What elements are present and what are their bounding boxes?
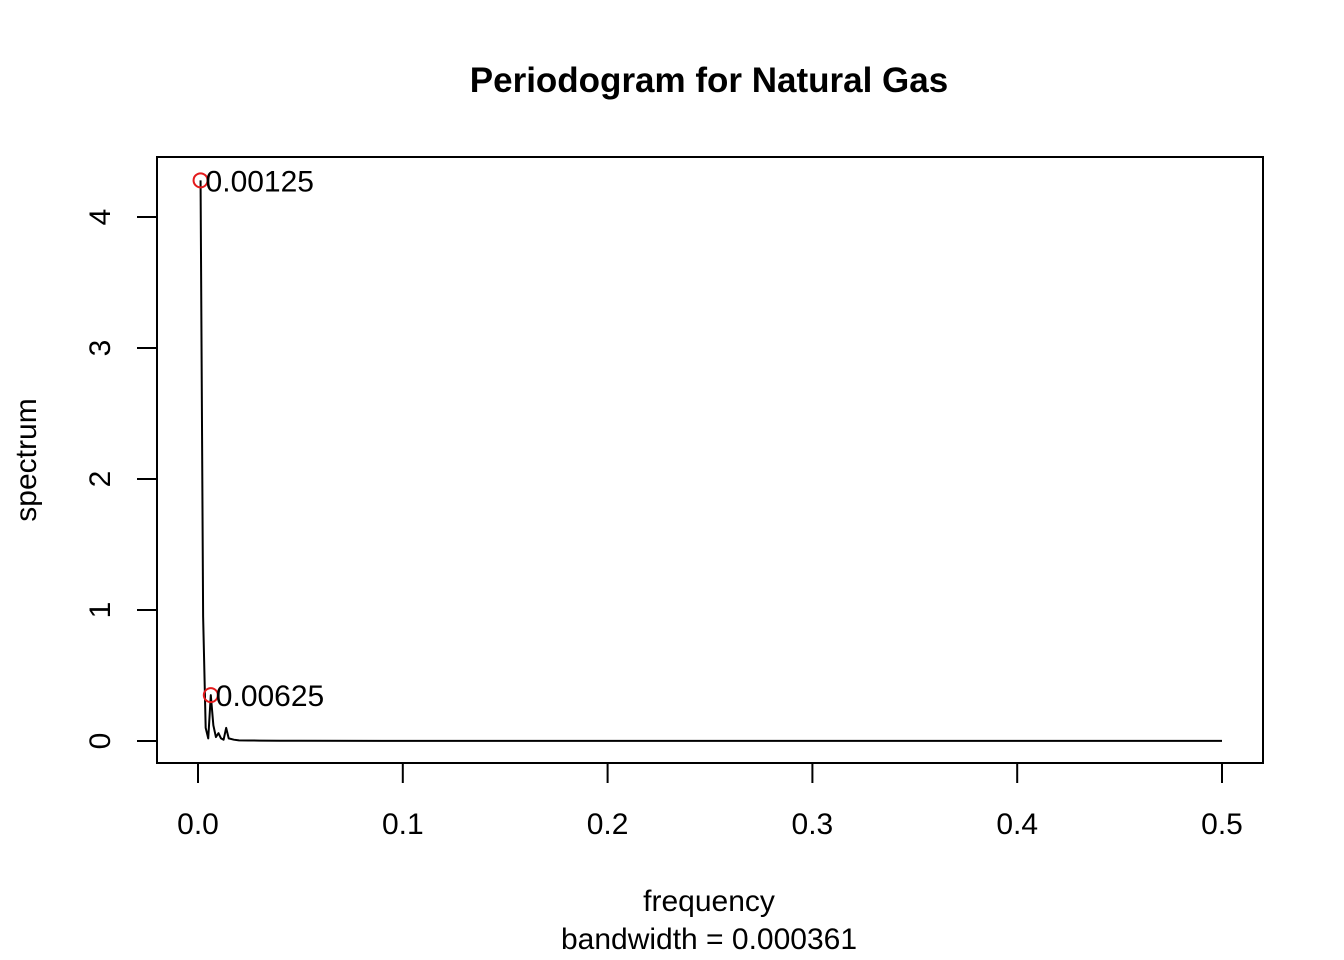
spectrum-line — [199, 180, 1222, 742]
peak-label: 0.00125 — [206, 165, 314, 198]
y-tick-label: 2 — [84, 471, 117, 488]
y-tick-label: 0 — [84, 733, 117, 750]
peak-marker — [192, 172, 209, 189]
plot-frame — [156, 156, 1264, 764]
x-tick-label: 0.3 — [792, 808, 834, 841]
x-tick-label: 0.1 — [382, 808, 424, 841]
y-axis-label: spectrum — [10, 398, 43, 521]
y-tick-label: 3 — [84, 340, 117, 357]
chart-title: Periodogram for Natural Gas — [470, 61, 948, 100]
peak-label: 0.00625 — [216, 680, 324, 713]
x-tick-label: 0.2 — [587, 808, 629, 841]
x-tick-label: 0.5 — [1201, 808, 1243, 841]
plot-area: 0.00125 0.00625 — [192, 165, 1222, 742]
peak-marker — [202, 687, 219, 704]
x-axis-label: frequency — [643, 885, 775, 918]
y-axis: 0 1 2 3 4 — [84, 209, 158, 750]
bandwidth-label: bandwidth = 0.000361 — [561, 923, 857, 956]
x-tick-label: 0.4 — [996, 808, 1038, 841]
y-tick-label: 4 — [84, 209, 117, 226]
y-tick-label: 1 — [84, 602, 117, 619]
x-tick-label: 0.0 — [177, 808, 219, 841]
x-axis: 0.0 0.1 0.2 0.3 0.4 0.5 — [177, 762, 1243, 841]
